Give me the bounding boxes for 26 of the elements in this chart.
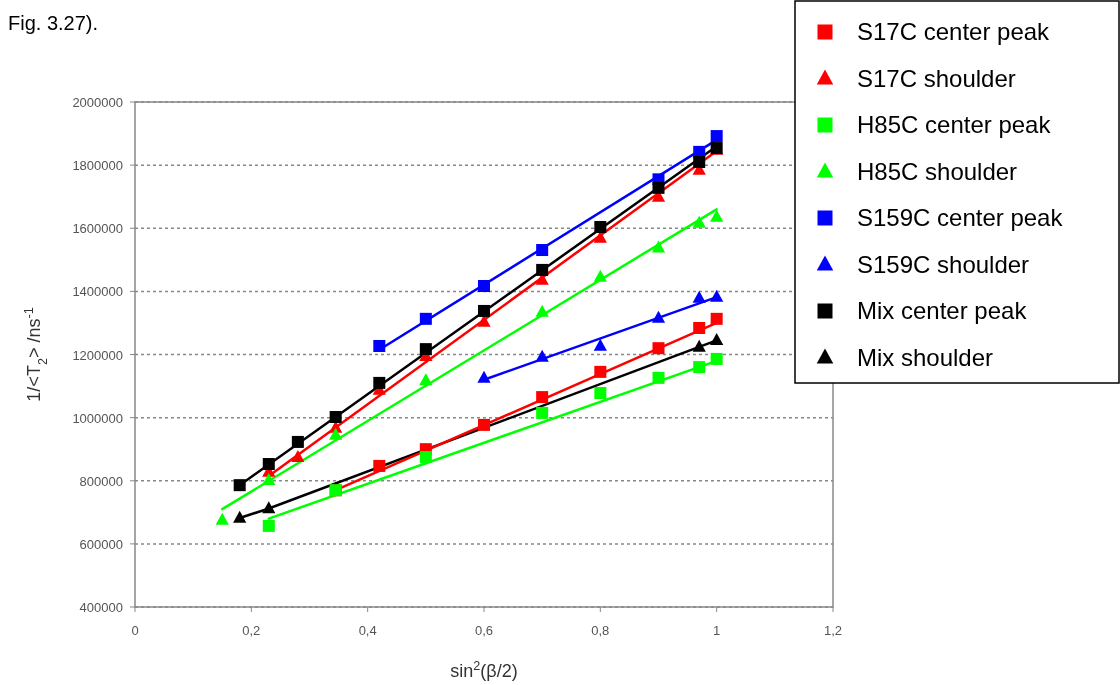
y-tick-label: 400000	[79, 600, 123, 615]
x-tick-label: 0	[131, 623, 139, 638]
legend-label: S159C center peak	[857, 204, 1064, 231]
legend-label: Mix shoulder	[857, 343, 994, 371]
legend-label: H85C center peak	[857, 111, 1052, 138]
y-tick-label: 600000	[79, 536, 123, 552]
y-tick-label: 1400000	[72, 284, 123, 300]
legend-label: S159C shoulder	[857, 250, 1030, 278]
x-axis-title: sin$^{2}$(β/2)	[450, 659, 518, 681]
legend-label: S17C center peak	[857, 18, 1051, 45]
y-tick-label: 800000	[79, 473, 123, 489]
legend-label: H85C shoulder	[857, 157, 1018, 185]
x-tick-label: 0,6	[474, 623, 494, 638]
y-tick-label: 1800000	[72, 158, 123, 174]
legend-label: Mix center peak	[857, 297, 1028, 324]
x-tick-label: 1	[713, 623, 721, 638]
x-tick-label: 0,8	[591, 623, 610, 638]
y-tick-label: 2000000	[72, 95, 123, 110]
legend-label: S17C shoulder	[857, 64, 1016, 92]
x-tick-label: 0,2	[242, 623, 261, 638]
x-tick-label: 0,4	[358, 623, 377, 638]
y-tick-label: 1000000	[72, 410, 123, 426]
y-tick-label: 1200000	[72, 347, 123, 363]
y-tick-label: 1600000	[72, 221, 123, 237]
x-tick-label: 1,2	[823, 623, 843, 638]
caption: Fig. 3.27).	[8, 12, 99, 34]
